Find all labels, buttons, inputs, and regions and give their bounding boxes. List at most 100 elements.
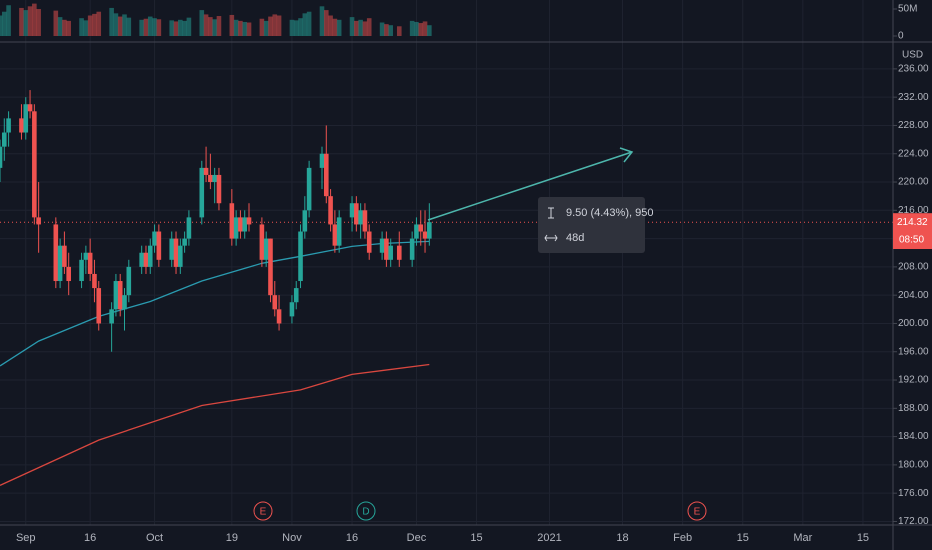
candle-body (117, 281, 123, 310)
volume-bar (208, 17, 213, 36)
volume-bar (289, 19, 295, 36)
volume-bar (238, 20, 243, 36)
countdown-tag (893, 231, 932, 249)
event-label: D (362, 507, 369, 518)
volume-bar (298, 18, 303, 36)
tooltip-box (538, 197, 645, 253)
volume-bar (379, 22, 385, 36)
candle-body (1, 132, 7, 147)
candle-body (96, 288, 102, 324)
volume-bar (186, 17, 192, 36)
volume-pane (0, 3, 432, 37)
candle-body (319, 153, 325, 168)
volume-bar (414, 21, 419, 36)
volume-bar (83, 20, 89, 36)
volume-bar (384, 24, 389, 36)
x-tick-label: Feb (673, 532, 692, 544)
volume-bar (216, 16, 222, 36)
volume-bar (306, 11, 312, 37)
candle-body (182, 238, 187, 246)
y-tick-label: 184.00 (898, 431, 929, 442)
candle-body (178, 245, 183, 267)
candle-body (289, 302, 295, 317)
candle-body (92, 273, 97, 289)
y-tick-label: 220.00 (898, 177, 929, 188)
candle-body (418, 224, 424, 232)
y-tick-label: 188.00 (898, 403, 929, 414)
candle-body (169, 238, 175, 260)
candle-body (336, 217, 342, 246)
volume-bar (62, 19, 67, 36)
candle-body (427, 222, 432, 239)
candle-body (323, 153, 329, 197)
duration-icon (544, 234, 558, 242)
candle-body (233, 217, 239, 239)
volume-bar (229, 14, 235, 37)
candle-body (414, 224, 419, 239)
volume-bar (396, 26, 402, 36)
volume-bar (126, 17, 132, 36)
volume-bar (23, 10, 29, 37)
candle-body (23, 104, 29, 133)
volume-bar (242, 21, 248, 36)
volume-bar (427, 25, 432, 36)
range-icon (548, 207, 554, 219)
measure-tooltip: 9.50 (4.43%), 950 48d (538, 197, 653, 253)
last-price-tag (893, 213, 932, 232)
volume-bar (147, 16, 153, 36)
candle-body (272, 295, 278, 310)
candle-body (422, 231, 428, 239)
volume-bar (272, 14, 278, 37)
candle-body (302, 210, 308, 232)
volume-bar (32, 3, 37, 36)
candle-body (173, 238, 179, 267)
volume-bar (293, 20, 299, 36)
candle-body (53, 224, 59, 282)
trend-line (427, 147, 634, 221)
candle-body (27, 104, 33, 112)
volume-bar (328, 15, 333, 37)
grid (0, 0, 893, 525)
volume-bar (27, 6, 33, 37)
x-tick-label: 19 (226, 532, 238, 544)
y-tick-label: 180.00 (898, 460, 929, 471)
candle-body (229, 203, 235, 239)
candle-body (0, 146, 3, 168)
x-tick-label: Dec (407, 532, 427, 544)
candle-body (19, 118, 24, 133)
candle-body (388, 245, 393, 260)
volume-bar (109, 7, 114, 37)
candle-body (32, 111, 37, 218)
volume-bar (1, 11, 7, 37)
volume-bar (323, 10, 329, 37)
volume-bar (409, 20, 415, 36)
volume-bar (19, 7, 24, 37)
x-tick-label: Sep (16, 532, 36, 544)
volume-bar (92, 13, 97, 37)
volume-bar (6, 5, 11, 36)
candle-body (208, 174, 213, 183)
y-tick-label: 216.00 (898, 205, 929, 216)
candle-body (263, 238, 269, 260)
candle-body (362, 210, 368, 232)
candle-body (268, 238, 273, 296)
volume-bar (57, 17, 63, 36)
candle-body (396, 245, 402, 260)
volume-bar (0, 15, 3, 37)
x-tick-label: Nov (282, 532, 302, 544)
y-tick-label: 228.00 (898, 120, 929, 131)
candle-body (328, 196, 333, 225)
measure-change: 9.50 (4.43%), 950 (566, 207, 653, 219)
candle-body (276, 309, 282, 324)
candle-body (203, 167, 209, 175)
x-tick-label: 15 (737, 532, 749, 544)
countdown: 08:50 (899, 235, 924, 246)
x-tick-label: 16 (84, 532, 96, 544)
volume-bar (203, 14, 209, 37)
y-tick-label: 176.00 (898, 488, 929, 499)
candle-body (122, 295, 127, 310)
volume-bar (173, 21, 179, 36)
x-tick-label: 18 (616, 532, 628, 544)
moving-average (0, 363, 430, 486)
